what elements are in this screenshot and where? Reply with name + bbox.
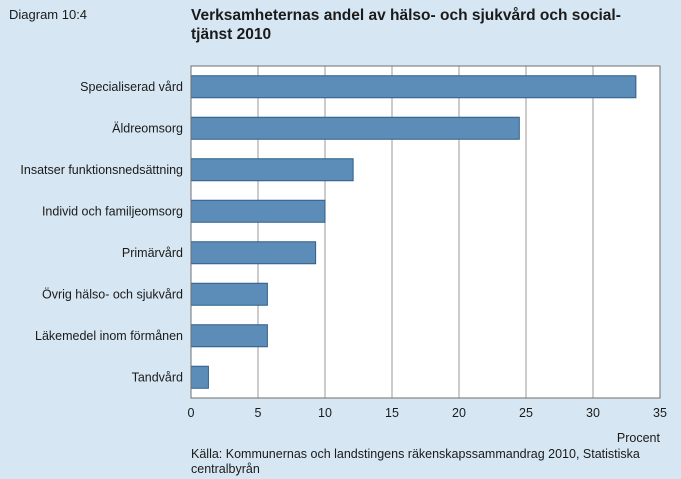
bar [190,282,268,306]
bar [190,365,209,389]
x-tick-label: 35 [653,406,667,420]
bar [190,199,326,223]
chart-title: Verksamheternas andel av hälso- och sjuk… [191,7,621,43]
category-label: Övrig hälso- och sjukvård [42,287,183,301]
category-label: Individ och familjeomsorg [42,204,183,218]
x-tick-label: 5 [255,406,262,420]
bar [190,75,637,99]
bar [190,158,354,182]
x-tick-label: 25 [519,406,533,420]
bar [190,116,520,140]
category-label: Specialiserad vård [80,80,183,94]
x-tick-label: 15 [385,406,399,420]
x-tick-label: 20 [452,406,466,420]
bar [190,324,268,348]
category-label: Läkemedel inom förmånen [35,329,183,343]
bar [190,241,317,265]
plot-area [191,66,660,398]
x-tick-label: 0 [188,406,195,420]
diagram-number: Diagram 10:4 [9,7,88,22]
x-axis-label: Procent [617,431,661,445]
x-tick-label: 10 [318,406,332,420]
category-label: Primärvård [122,246,183,260]
source-note: Källa: Kommunernas och landstingens räke… [191,447,640,476]
category-label: Insatser funktionsnedsättning [20,163,183,177]
category-label: Tandvård [132,370,183,384]
x-tick-label: 30 [586,406,600,420]
category-label: Äldreomsorg [112,121,183,135]
plot-frame [190,65,661,399]
